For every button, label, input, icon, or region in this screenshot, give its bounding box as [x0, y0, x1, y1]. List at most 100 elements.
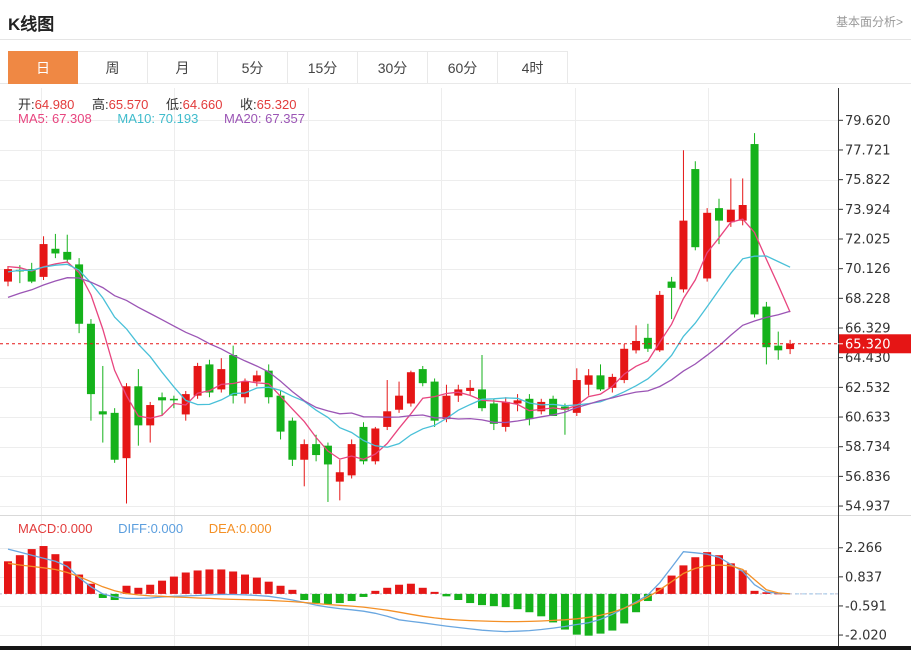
- y-axis-label: 66.329: [845, 322, 891, 337]
- candle-body: [288, 420, 297, 460]
- candle-body: [383, 411, 392, 427]
- y-axis-label: 73.924: [845, 203, 891, 218]
- high-label: 高:: [92, 97, 109, 112]
- candle-body: [312, 444, 321, 456]
- macd-hist-bar: [478, 593, 486, 606]
- candle-body: [655, 294, 664, 351]
- tab-5min[interactable]: 5分: [218, 51, 288, 84]
- candle-body: [703, 212, 712, 279]
- macd-hist-bar: [181, 572, 190, 594]
- macd-hist-bar: [584, 593, 593, 636]
- candle-body: [86, 323, 95, 395]
- macd-value: 0.000: [59, 521, 93, 536]
- candle-body: [406, 372, 415, 404]
- tab-30min[interactable]: 30分: [358, 51, 428, 84]
- candle-body: [608, 376, 617, 388]
- candle-body: [75, 264, 84, 324]
- macd-hist-bar: [371, 590, 380, 594]
- last-price-badge: [839, 334, 911, 354]
- macd-hist-bar: [537, 593, 546, 617]
- macd-hist-bar: [466, 593, 475, 604]
- diff-value: 0.000: [150, 521, 184, 536]
- ma20-line: [7, 277, 791, 424]
- macd-hist-bar: [98, 593, 107, 598]
- candle-body: [146, 405, 155, 426]
- y-axis-label: 70.126: [845, 262, 891, 277]
- macd-hist-bar: [51, 554, 60, 594]
- tab-month[interactable]: 月: [148, 51, 218, 84]
- macd-hist-bar: [217, 569, 226, 594]
- low-value: 64.660: [182, 97, 223, 112]
- ma20-label: MA20:: [223, 111, 262, 126]
- candle-body: [193, 365, 202, 396]
- candle-body: [584, 375, 593, 385]
- y-axis-label: 64.430: [845, 351, 891, 366]
- candle-body: [395, 395, 404, 410]
- candle-body: [122, 386, 131, 459]
- macd-hist-bar: [560, 593, 569, 630]
- y-axis-label: 79.620: [845, 114, 891, 129]
- macd-hist-bar: [300, 593, 309, 601]
- bottom-border-bar: [0, 646, 911, 650]
- macd-hist-bar: [395, 584, 404, 594]
- macd-hist-bar: [27, 549, 36, 594]
- macd-hist-bar: [169, 576, 178, 594]
- candle-body: [620, 348, 629, 381]
- macd-hist-bar: [762, 592, 771, 594]
- candle-body: [110, 412, 119, 460]
- candle-body: [51, 248, 60, 254]
- header: K线图 基本面分析>: [0, 0, 911, 40]
- tab-day[interactable]: 日: [8, 51, 78, 84]
- candle-body: [252, 375, 261, 382]
- candle-body: [335, 472, 344, 482]
- macd-hist-bar: [442, 593, 451, 597]
- candle-body: [560, 406, 569, 410]
- macd-hist-bar: [738, 570, 747, 594]
- candle-body: [679, 220, 688, 290]
- candle-body: [762, 306, 771, 348]
- page-title: K线图: [8, 15, 55, 34]
- macd-hist-bar: [359, 593, 368, 597]
- ma5-value: 67.308: [51, 111, 92, 126]
- candle-body: [134, 386, 143, 426]
- candle-body: [63, 251, 72, 260]
- candle-body: [430, 381, 439, 421]
- candle-body: [596, 375, 605, 390]
- macd-hist-bar: [525, 593, 534, 613]
- macd-hist-bar: [513, 593, 522, 610]
- macd-hist-bar: [430, 591, 439, 594]
- period-tab-bar: 日 周 月 5分 15分 30分 60分 4时: [0, 51, 911, 84]
- macd-hist-bar: [146, 584, 155, 594]
- fundamental-analysis-link[interactable]: 基本面分析>: [835, 15, 903, 29]
- candle-body: [667, 281, 676, 288]
- macd-hist-bar: [86, 583, 95, 594]
- candle-body: [525, 398, 534, 420]
- y-axis-label: 60.633: [845, 411, 891, 426]
- candle-body: [169, 398, 178, 401]
- candle-body: [513, 400, 522, 404]
- macd-hist-bar: [750, 590, 759, 594]
- tab-15min[interactable]: 15分: [288, 51, 358, 84]
- y-axis-label-macd: 2.266: [845, 541, 882, 556]
- open-value: 64.980: [34, 97, 75, 112]
- candle-body: [643, 337, 652, 349]
- macd-hist-bar: [383, 587, 392, 594]
- diff-line: [7, 548, 791, 633]
- candle-body: [537, 401, 546, 412]
- macd-hist-bar: [264, 581, 273, 594]
- macd-hist-bar: [158, 580, 167, 594]
- dea-label: DEA:: [208, 521, 240, 536]
- candle-body: [241, 381, 249, 398]
- macd-row: MACD:0.000 DIFF:0.000 DEA:0.000: [18, 521, 272, 536]
- tab-4hour[interactable]: 4时: [498, 51, 568, 84]
- y-axis-label: 62.532: [845, 381, 891, 396]
- macd-hist-bar: [454, 593, 463, 601]
- dea-value: 0.000: [239, 521, 272, 536]
- macd-hist-bar: [406, 583, 415, 594]
- tab-week[interactable]: 周: [78, 51, 148, 84]
- tab-60min[interactable]: 60分: [428, 51, 498, 84]
- ma20-value: 67.357: [265, 111, 305, 126]
- candle-body: [715, 208, 723, 221]
- candle-body: [466, 387, 475, 391]
- diff-label: DIFF:: [118, 521, 151, 536]
